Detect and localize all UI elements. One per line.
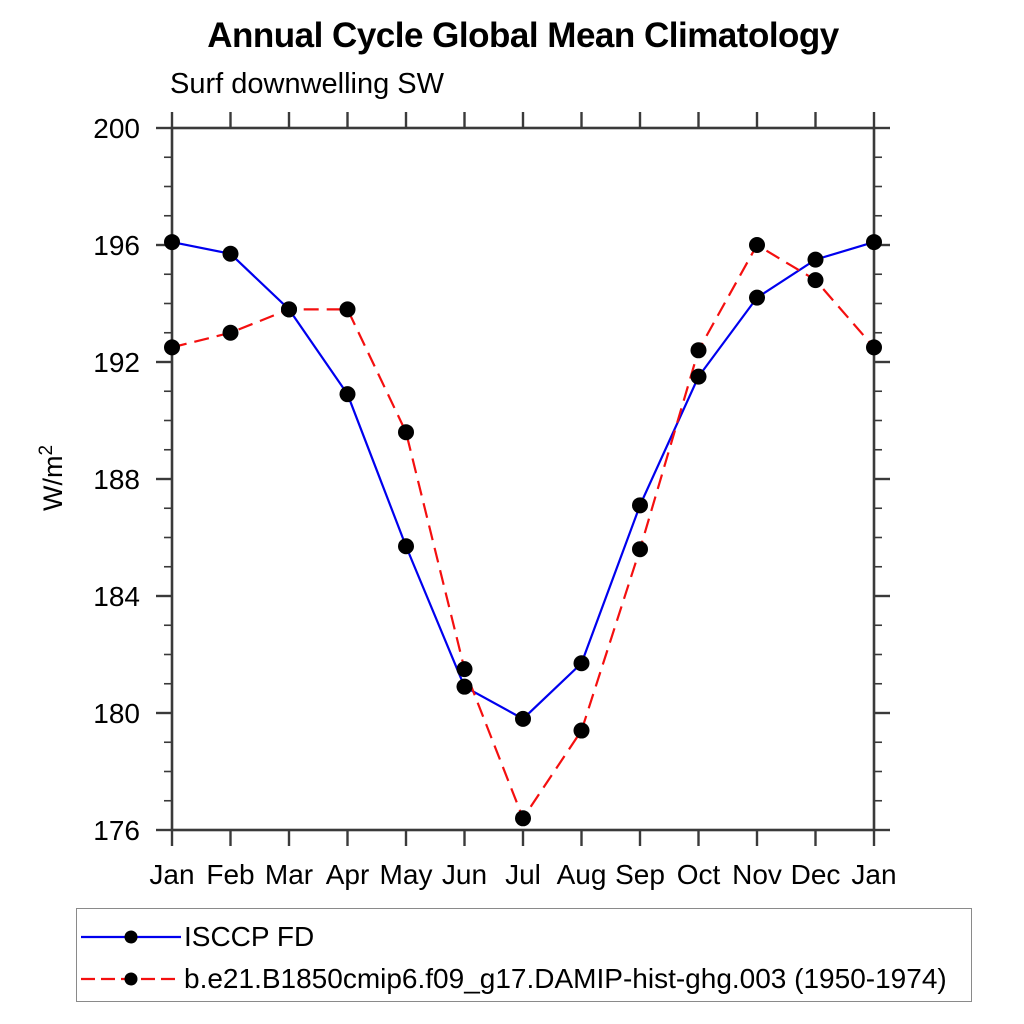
data-point: [398, 538, 414, 555]
y-tick-label: 196: [93, 230, 140, 261]
data-point: [281, 301, 297, 318]
data-point: [632, 541, 648, 558]
y-tick-label: 180: [93, 698, 140, 729]
data-point: [222, 324, 239, 341]
data-point: [339, 386, 356, 403]
legend-box: ISCCP FD b.e21.B1850cmip6.f09_g17.DAMIP-…: [76, 908, 972, 1002]
x-tick-label: Jan: [851, 859, 896, 890]
legend-line-sample-model: [81, 972, 181, 986]
data-point: [632, 497, 648, 514]
x-axis-ticks: [170, 112, 876, 846]
data-point: [866, 339, 882, 356]
series-line-0: [171, 240, 875, 721]
x-tick-label: Apr: [326, 859, 370, 890]
x-tick-label: Nov: [732, 859, 782, 890]
legend-marker-dot: [124, 972, 138, 986]
series-markers-1: [164, 237, 882, 827]
series-markers-0: [164, 234, 882, 727]
legend-marker-dot: [124, 930, 138, 944]
y-tick-label: 192: [93, 347, 140, 378]
x-tick-label: Jun: [442, 859, 487, 890]
data-point: [807, 251, 824, 268]
data-point: [866, 234, 882, 251]
x-tick-label: Feb: [206, 859, 254, 890]
x-tick-labels: Jan Feb Mar Apr May Jun Jul Aug Sep Oct Nov Dec Jan: [149, 859, 896, 890]
y-tick-labels: 176 180 184 188 192 196 200: [93, 113, 140, 846]
x-tick-label: May: [380, 859, 433, 890]
data-point: [164, 339, 180, 356]
data-point: [749, 289, 765, 306]
x-tick-label: Sep: [615, 859, 665, 890]
data-point: [398, 424, 414, 441]
data-point: [456, 678, 473, 695]
legend-label-isccp-fd: ISCCP FD: [184, 921, 315, 952]
data-point: [807, 272, 824, 289]
data-point: [515, 810, 531, 827]
data-point: [749, 237, 765, 253]
data-point: [339, 301, 356, 318]
y-tick-label: 176: [93, 815, 140, 846]
y-axis-title: W/m2: [36, 445, 68, 511]
y-tick-label: 188: [93, 464, 140, 495]
x-tick-label: Dec: [791, 859, 841, 890]
y-axis-ticks: [156, 126, 890, 832]
legend-line-sample-isccp: [81, 930, 181, 944]
data-point: [690, 342, 707, 359]
data-point: [573, 655, 590, 672]
series-line-1: [171, 243, 875, 821]
legend-row-model: b.e21.B1850cmip6.f09_g17.DAMIP-hist-ghg.…: [77, 958, 971, 1000]
x-tick-label: Oct: [677, 859, 721, 890]
data-point: [456, 661, 473, 678]
chart-title: Annual Cycle Global Mean Climatology: [207, 16, 839, 55]
chart-subtitle: Surf downwelling SW: [170, 68, 444, 100]
x-tick-label: Jul: [505, 859, 541, 890]
y-tick-label: 184: [93, 581, 140, 612]
data-point: [690, 368, 707, 385]
legend-label-model: b.e21.B1850cmip6.f09_g17.DAMIP-hist-ghg.…: [184, 963, 947, 994]
data-point: [515, 710, 531, 727]
y-tick-label: 200: [93, 113, 140, 144]
data-point: [222, 245, 239, 262]
legend-row-isccp-fd: ISCCP FD: [77, 916, 971, 958]
x-tick-label: Jan: [149, 859, 194, 890]
data-point: [164, 234, 180, 251]
data-point: [573, 722, 590, 739]
x-tick-label: Mar: [265, 859, 313, 890]
x-tick-label: Aug: [557, 859, 607, 890]
